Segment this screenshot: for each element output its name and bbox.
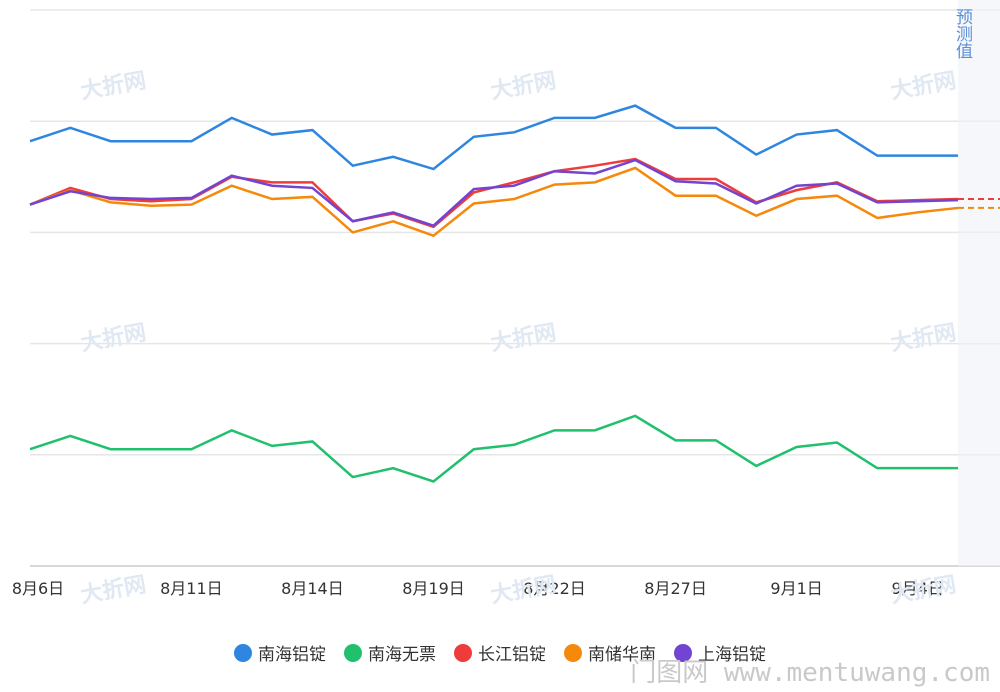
prediction-region	[958, 0, 1000, 566]
series-line-长江铝锭	[29, 157, 959, 229]
legend-item[interactable]: 上海铝锭	[674, 640, 766, 665]
x-tick-label: 8月14日	[281, 579, 344, 598]
legend-dot	[454, 643, 472, 662]
legend-label: 南海铝锭	[258, 645, 326, 665]
legend-dot	[344, 643, 362, 662]
series-line-南海无票	[29, 414, 958, 483]
grid-lines	[30, 9, 1000, 567]
legend-item[interactable]: 南海铝锭	[234, 640, 326, 665]
x-tick-label: 8月27日	[644, 579, 707, 598]
x-tick-label: 8月22日	[523, 579, 586, 598]
legend-label: 南海无票	[368, 645, 436, 665]
series-line-南储华南	[29, 166, 959, 238]
legend-label: 南储华南	[588, 645, 656, 665]
legend-dot	[564, 643, 582, 662]
series-line-南海铝锭	[29, 104, 958, 171]
x-tick-label: 8月6日	[12, 579, 64, 598]
line-chart: 预测值 8月6日 8月11日 8月14日 8月19日 8月22日 8月27日 9月1日 9月4…	[12, 0, 1000, 598]
series-line-上海铝锭	[29, 158, 959, 228]
legend-dot	[234, 643, 252, 662]
legend-label: 长江铝锭	[478, 645, 546, 665]
x-tick-label: 9月1日	[770, 579, 822, 598]
legend-item[interactable]: 南海无票	[344, 640, 436, 665]
x-tick-label: 9月4日	[891, 579, 943, 598]
x-tick-label: 8月11日	[160, 579, 223, 598]
prediction-label: 预测值	[952, 8, 973, 59]
legend-dot	[674, 643, 692, 662]
legend-item[interactable]: 长江铝锭	[454, 640, 546, 665]
legend-item[interactable]: 南储华南	[564, 640, 656, 665]
legend-label: 上海铝锭	[698, 645, 766, 665]
footer-watermark: 门图网 www.mentuwang.com	[630, 658, 990, 688]
x-axis-ticks: 8月6日 8月11日 8月14日 8月19日 8月22日 8月27日 9月1日 9月4日	[12, 579, 944, 598]
x-tick-label: 8月19日	[402, 579, 465, 598]
series-lines	[29, 104, 1000, 483]
legend: 南海铝锭 南海无票 长江铝锭 南储华南 上海铝锭	[0, 640, 1000, 665]
